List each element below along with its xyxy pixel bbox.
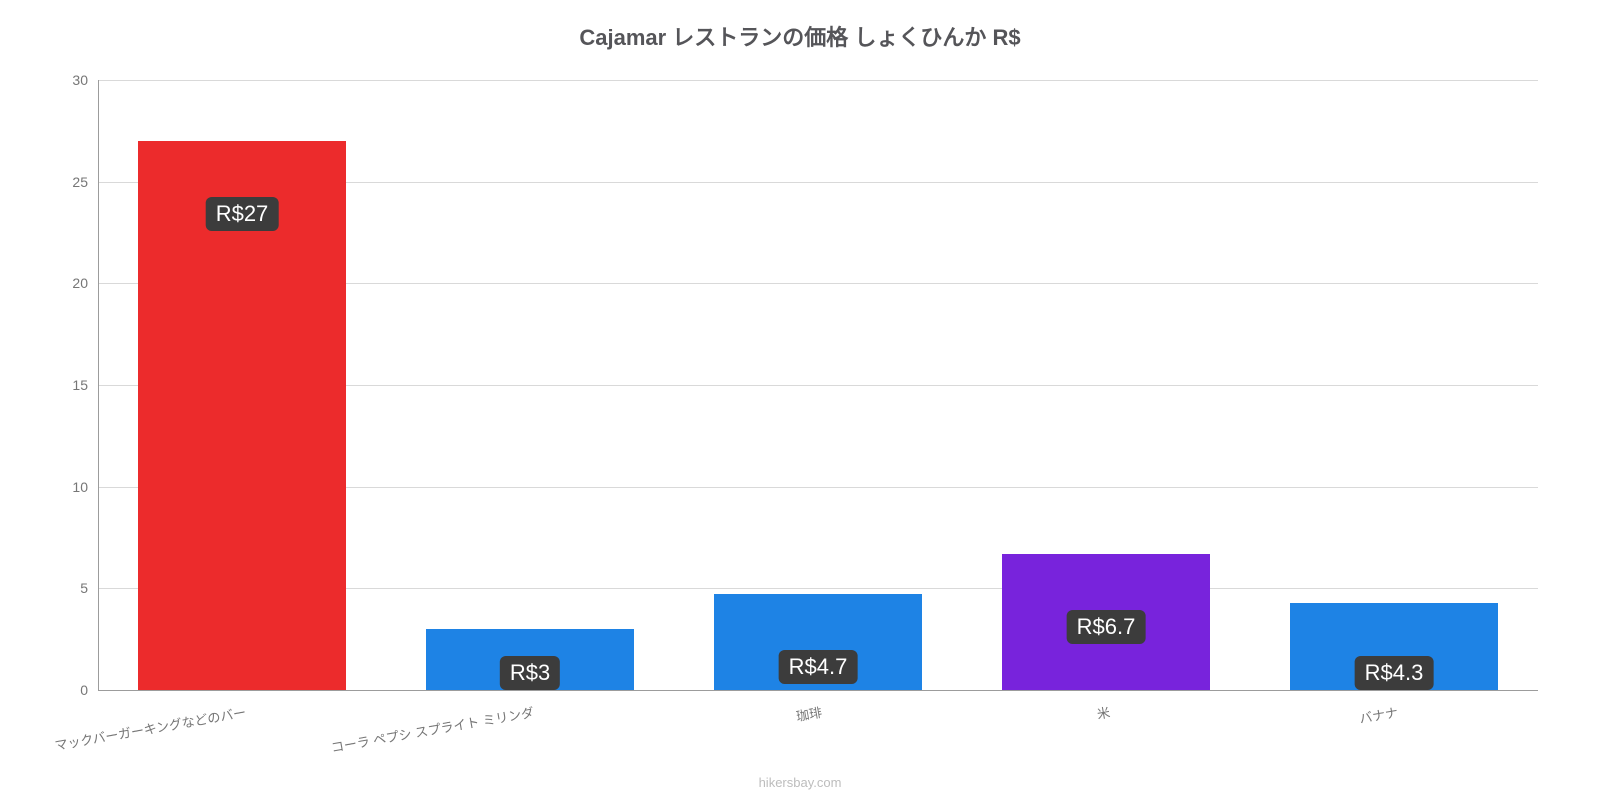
x-tick-label: 米 [1093, 690, 1111, 723]
value-label: R$4.3 [1355, 656, 1434, 690]
y-tick-label: 25 [72, 174, 98, 190]
value-label: R$4.7 [779, 650, 858, 684]
attribution-text: hikersbay.com [759, 775, 842, 790]
x-tick-label: バナナ [1356, 690, 1400, 727]
y-tick-label: 5 [80, 580, 98, 596]
value-label: R$3 [500, 656, 560, 690]
x-tick-label: マックバーガーキングなどのバー [51, 690, 247, 754]
y-tick-label: 10 [72, 479, 98, 495]
x-tick-label: コーラ ペプシ スプライト ミリンダ [327, 690, 535, 756]
y-axis [98, 80, 99, 690]
value-label: R$27 [206, 197, 279, 231]
y-tick-label: 30 [72, 72, 98, 88]
y-tick-label: 20 [72, 275, 98, 291]
y-tick-label: 0 [80, 682, 98, 698]
x-tick-label: 珈琲 [792, 690, 823, 725]
y-tick-label: 15 [72, 377, 98, 393]
value-label: R$6.7 [1067, 610, 1146, 644]
price-bar-chart: Cajamar レストランの価格 しょくひんか R$ 051015202530R… [0, 0, 1600, 800]
grid-line [98, 80, 1538, 81]
plot-area: 051015202530R$27マックバーガーキングなどのバーR$3コーラ ペプ… [98, 80, 1538, 690]
chart-title: Cajamar レストランの価格 しょくひんか R$ [0, 0, 1600, 52]
